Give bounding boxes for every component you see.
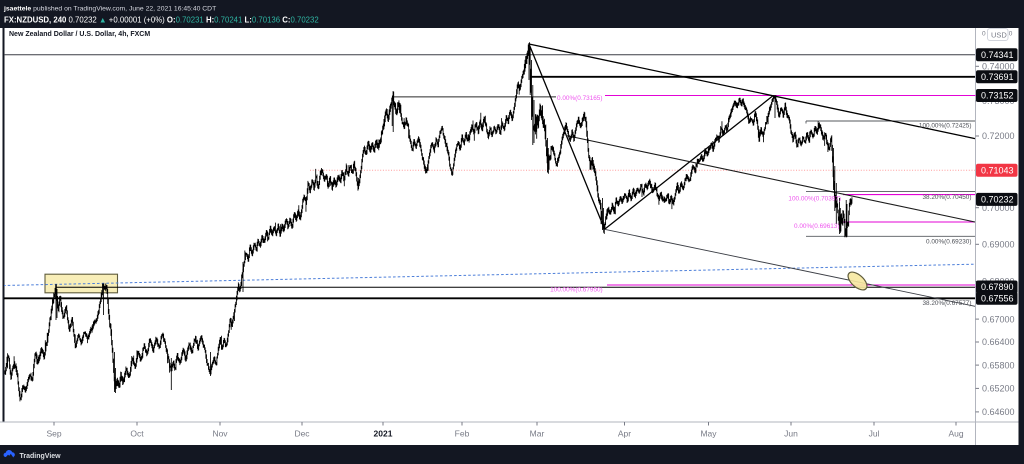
svg-text:0.69000: 0.69000 <box>982 240 1015 250</box>
svg-text:0.72000: 0.72000 <box>982 131 1015 141</box>
svg-text:Jun: Jun <box>784 429 798 439</box>
svg-text:100.00%(0.70397): 100.00%(0.70397) <box>788 196 841 203</box>
svg-text:0.70232: 0.70232 <box>981 195 1014 205</box>
svg-text:0.65200: 0.65200 <box>982 384 1015 394</box>
svg-text:Apr: Apr <box>618 429 631 439</box>
svg-text:38.20%(0.70450): 38.20%(0.70450) <box>922 194 971 201</box>
svg-text:Jul: Jul <box>869 429 880 439</box>
svg-text:Aug: Aug <box>948 429 963 439</box>
svg-text:USD: USD <box>991 31 1007 40</box>
svg-text:Oct: Oct <box>130 429 144 439</box>
svg-text:0.64600: 0.64600 <box>982 407 1015 417</box>
svg-text:0.65800: 0.65800 <box>982 360 1015 370</box>
svg-text:0.66400: 0.66400 <box>982 337 1015 347</box>
svg-text:100.00%(0.67950): 100.00%(0.67950) <box>550 286 603 293</box>
svg-text:0.74341: 0.74341 <box>981 50 1014 60</box>
svg-text:0.73152: 0.73152 <box>981 91 1014 101</box>
svg-text:0.67556: 0.67556 <box>981 294 1014 304</box>
svg-text:100.00%(0.72425): 100.00%(0.72425) <box>919 123 972 130</box>
svg-text:Dec: Dec <box>294 429 310 439</box>
svg-text:0.00%(0.69613): 0.00%(0.69613) <box>794 223 839 230</box>
svg-text:0.71043: 0.71043 <box>981 166 1014 176</box>
svg-text:Feb: Feb <box>455 429 470 439</box>
svg-text:0.74000: 0.74000 <box>982 62 1015 72</box>
svg-text:0.70000: 0.70000 <box>982 203 1015 213</box>
svg-text:Mar: Mar <box>530 429 545 439</box>
svg-text:TradingView: TradingView <box>20 453 62 460</box>
svg-text:0.00%(0.69230): 0.00%(0.69230) <box>926 238 971 245</box>
svg-text:New Zealand Dollar / U.S. Doll: New Zealand Dollar / U.S. Dollar, 4h, FX… <box>9 31 150 38</box>
svg-text:May: May <box>700 429 717 439</box>
svg-text:0.73691: 0.73691 <box>981 72 1014 82</box>
svg-text:0: 0 <box>1009 31 1013 38</box>
svg-text:0.67000: 0.67000 <box>982 314 1015 324</box>
svg-text:0: 0 <box>982 31 986 38</box>
svg-text:FX:NZDUSD, 240 0.70232 ▲ +0.0: FX:NZDUSD, 240 0.70232 ▲ +0.00001 (+0%) … <box>4 16 319 25</box>
svg-text:38.20%(0.67577): 38.20%(0.67577) <box>922 300 971 307</box>
svg-text:jsaettele published on Trading: jsaettele published on TradingView.com, … <box>3 5 216 12</box>
svg-text:Sep: Sep <box>46 429 61 439</box>
svg-text:2021: 2021 <box>374 429 393 439</box>
svg-text:0.00%(0.73165): 0.00%(0.73165) <box>557 95 602 102</box>
svg-text:0.67890: 0.67890 <box>981 282 1014 292</box>
svg-text:Nov: Nov <box>212 429 228 439</box>
